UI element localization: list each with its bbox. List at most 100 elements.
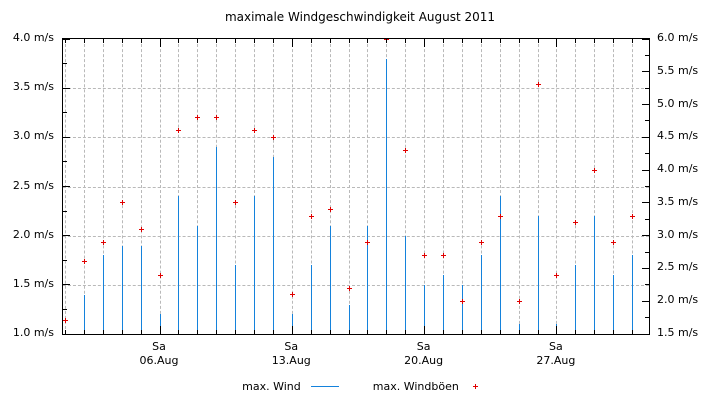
wind-bar (632, 255, 633, 334)
wind-bar (575, 265, 577, 334)
right-axis-tick-label: 4.5 m/s (657, 129, 699, 143)
gust-marker (119, 200, 125, 206)
day-tick-bottom (632, 330, 633, 334)
day-tick-bottom (65, 330, 66, 334)
day-tick-top (291, 39, 293, 47)
x-axis-date-label: 13.Aug (271, 354, 311, 367)
right-axis-tick (642, 136, 649, 138)
legend-line-swatch-icon (310, 385, 339, 387)
right-axis-tick (645, 120, 649, 122)
right-axis-tick (645, 153, 649, 155)
day-tick-bottom (461, 330, 463, 334)
day-tick-top (424, 39, 426, 47)
gust-marker (195, 115, 201, 121)
day-tick-top (140, 39, 142, 43)
gust-marker (346, 285, 352, 291)
day-tick-top (197, 39, 199, 43)
wind-bar (424, 284, 426, 334)
day-tick-top (443, 39, 444, 43)
right-axis-tick-label: 1.5 m/s (657, 326, 699, 339)
left-axis-tick (63, 39, 70, 40)
day-tick-top (216, 39, 218, 43)
day-tick-top (537, 39, 539, 43)
day-tick-bottom (197, 330, 199, 334)
day-tick-bottom (443, 330, 444, 334)
right-axis-tick-label: 6.0 m/s (657, 31, 699, 44)
left-axis-tick-label: 2.0 m/s (12, 227, 54, 241)
day-tick-bottom (216, 330, 218, 334)
left-axis-tick (63, 259, 67, 261)
day-tick-bottom (424, 326, 426, 334)
wind-bar (178, 196, 180, 334)
left-axis-tick-label: 2.5 m/s (12, 178, 54, 192)
right-axis-tick (645, 317, 649, 319)
day-tick-top (329, 39, 331, 43)
day-tick-top (632, 39, 633, 43)
value-gridline (63, 186, 649, 188)
wind-bar (159, 314, 161, 334)
gust-marker (611, 239, 617, 245)
day-tick-bottom (235, 330, 237, 334)
wind-bar (613, 275, 615, 334)
gust-marker (270, 134, 276, 140)
day-tick-top (480, 39, 482, 43)
right-axis-tick (642, 267, 649, 269)
day-tick-bottom (518, 330, 520, 334)
value-gridline (63, 284, 649, 286)
gust-marker (81, 259, 87, 265)
left-axis-tick (63, 333, 70, 334)
left-axis-tick-label: 3.0 m/s (12, 129, 54, 143)
day-tick-top (575, 39, 577, 43)
wind-bar (329, 225, 331, 334)
gust-marker (176, 128, 182, 134)
gust-marker (252, 128, 257, 134)
day-tick-bottom (575, 330, 577, 334)
x-axis-weekday-label: Sa (549, 340, 563, 353)
day-tick-bottom (556, 326, 558, 334)
left-axis-tick (63, 235, 70, 237)
right-axis-tick (645, 186, 649, 187)
day-tick-bottom (594, 330, 596, 334)
right-axis-tick-label: 3.5 m/s (657, 194, 699, 208)
day-tick-bottom (613, 330, 615, 334)
day-tick-top (121, 39, 123, 43)
plot-canvas (63, 39, 649, 334)
x-axis-weekday-label: Sa (416, 340, 431, 353)
wind-bar (272, 157, 274, 334)
day-tick-bottom (121, 330, 123, 334)
left-axis-tick-label: 1.5 m/s (12, 276, 54, 290)
legend-plus-marker-icon (472, 383, 478, 389)
day-tick-bottom (291, 326, 293, 334)
chart-title: maximale Windgeschwindigkeit August 2011 (224, 10, 496, 24)
day-tick-top (518, 39, 520, 43)
day-tick-top (102, 39, 104, 43)
wind-bar (140, 245, 142, 334)
gust-marker (138, 226, 144, 232)
value-gridline (63, 88, 649, 90)
wind-bar (461, 284, 463, 334)
wind-bar (121, 245, 123, 334)
gust-marker (233, 200, 239, 206)
left-axis-tick (63, 112, 67, 114)
right-axis-tick-label: 2.5 m/s (657, 260, 699, 274)
legend-label-max-windboeen: max. Windböen (372, 379, 459, 393)
day-tick-bottom (537, 330, 539, 334)
left-axis-tick (63, 186, 70, 187)
wind-bar (197, 225, 199, 334)
day-tick-top (159, 39, 161, 47)
right-axis-tick (645, 218, 649, 220)
day-tick-top (348, 39, 350, 43)
wind-bar (499, 196, 501, 334)
gust-marker (554, 272, 560, 278)
x-axis-weekday-label: Sa (284, 340, 299, 353)
wind-bar (254, 196, 255, 334)
legend-label-max-wind: max. Wind (242, 379, 301, 393)
x-axis-weekday-label: Sa (152, 340, 166, 353)
gust-marker (365, 239, 371, 245)
day-tick-bottom (178, 330, 180, 334)
gust-marker (592, 167, 598, 173)
wind-bar (102, 255, 104, 334)
day-tick-top (461, 39, 463, 43)
left-axis-tick-label: 1.0 m/s (12, 326, 54, 339)
left-axis-tick (63, 87, 70, 89)
